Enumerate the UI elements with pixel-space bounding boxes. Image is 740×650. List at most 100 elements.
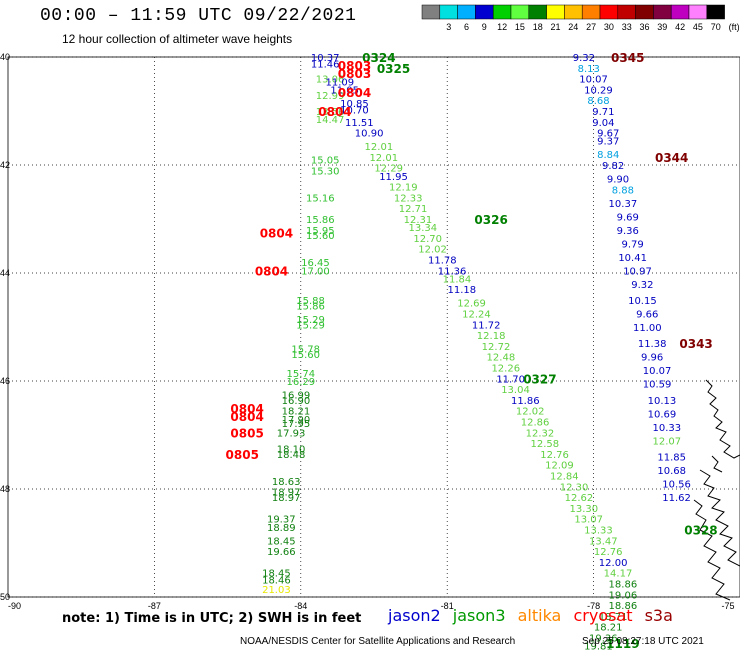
legend-tick-label: 70 — [711, 22, 721, 32]
legend-tick-label: 42 — [675, 22, 685, 32]
wave-height-value: 9.67 — [597, 129, 619, 140]
wave-height-value: 18.45 — [267, 536, 296, 547]
satellite-legend: jason2 jason3 altika cryosat s3a — [388, 606, 680, 625]
wave-height-value: 9.32 — [631, 280, 653, 291]
wave-height-value: 13.07 — [574, 515, 603, 526]
wave-height-value: 12.99 — [316, 91, 345, 102]
pass-time-label: 0326 — [474, 213, 507, 227]
legend-tick-label: 33 — [622, 22, 632, 32]
wave-height-value: 12.31 — [404, 215, 433, 226]
wave-height-value: 10.07 — [579, 75, 608, 86]
wave-height-value: 9.90 — [607, 175, 629, 186]
wave-height-value: 12.26 — [491, 364, 520, 375]
wave-height-value: 18.10 — [277, 445, 306, 456]
wave-height-value: 18.45 — [262, 569, 291, 580]
wave-height-value: 11.46 — [311, 59, 340, 70]
wave-height-value: 12.76 — [540, 450, 569, 461]
wave-height-value: 9.36 — [617, 226, 639, 237]
wave-height-value: 9.66 — [636, 310, 658, 321]
legend-swatch — [457, 4, 476, 20]
legend-swatch — [546, 4, 565, 20]
wave-height-value: 15.29 — [296, 320, 325, 331]
legend-swatch — [492, 4, 512, 20]
wave-height-value: 15.86 — [306, 215, 335, 226]
wave-height-value: 11.95 — [379, 172, 408, 183]
legend-swatch — [510, 4, 530, 20]
wave-height-value: 18.97 — [272, 488, 301, 499]
wave-height-value: 9.69 — [617, 212, 639, 223]
wave-height-value: 19.81 — [584, 642, 613, 650]
wave-height-value: 10.37 — [311, 53, 340, 64]
sat-jason3: jason3 — [452, 606, 506, 625]
wave-height-value: 12.76 — [594, 547, 623, 558]
wave-height-value: 12.01 — [365, 142, 394, 153]
legend-tick-label: 9 — [482, 22, 487, 32]
wave-height-value: 10.85 — [340, 99, 369, 110]
wave-height-value: 15.60 — [306, 231, 335, 242]
pass-time-label: 0328 — [684, 524, 717, 538]
legend-swatch — [617, 4, 636, 20]
legend-swatch — [528, 4, 547, 20]
lat-label: 42 — [0, 160, 10, 170]
lon-label: -90 — [8, 601, 21, 611]
legend-tick-label: 6 — [464, 22, 469, 32]
pass-time-label: 0804 — [230, 402, 263, 416]
wave-height-value: 12.01 — [369, 153, 398, 164]
pass-time-label: 0345 — [611, 51, 644, 65]
wave-height-value: 17.93 — [277, 428, 306, 439]
wave-height-value: 11.18 — [448, 285, 477, 296]
wave-height-value: 10.33 — [652, 423, 681, 434]
wave-height-value: 17.95 — [282, 419, 311, 430]
pass-time-label: 0804 — [230, 410, 263, 424]
legend-tick-label: 18 — [533, 22, 543, 32]
wave-height-value: 15.30 — [311, 166, 340, 177]
pass-time-label: 0327 — [523, 372, 556, 386]
wave-height-value: 13.47 — [589, 536, 618, 547]
wave-height-value: 16.99 — [282, 391, 311, 402]
pass-time-label: 0325 — [377, 62, 410, 76]
wave-height-value: 12.70 — [413, 234, 442, 245]
legend-swatch — [581, 4, 601, 20]
lat-label: 46 — [0, 376, 10, 386]
legend-tick-label: 39 — [657, 22, 667, 32]
wave-height-value: 13.30 — [570, 504, 599, 515]
wave-height-value: 8.84 — [597, 150, 619, 161]
wave-height-value: 12.48 — [487, 353, 516, 364]
legend-tick-label: 45 — [693, 22, 703, 32]
wave-height-value: 12.32 — [526, 428, 555, 439]
wave-height-value: 10.59 — [643, 380, 672, 391]
pass-time-label: 0805 — [226, 448, 259, 462]
legend-swatch — [635, 4, 654, 20]
wave-height-value: 17.90 — [282, 415, 311, 426]
wave-height-value: 12.69 — [457, 299, 486, 310]
pass-time-label: 0343 — [679, 337, 712, 351]
wave-height-value: 11.38 — [638, 339, 667, 350]
wave-height-value: 15.74 — [286, 369, 315, 380]
wave-height-value: 13.33 — [584, 526, 613, 537]
lon-label: -84 — [294, 601, 307, 611]
wave-height-value: 13.06 — [316, 75, 345, 86]
legend-swatch — [564, 4, 583, 20]
wave-height-value: 18.86 — [609, 580, 638, 591]
sat-s3a: s3a — [644, 606, 673, 625]
map-frame — [7, 56, 740, 598]
wave-height-value: 10.41 — [618, 253, 647, 264]
wave-height-value: 16.45 — [301, 258, 330, 269]
wave-height-value: 14.47 — [316, 115, 345, 126]
wave-height-value: 8.68 — [587, 96, 609, 107]
wave-height-value: 11.05 — [330, 85, 359, 96]
wave-height-value: 9.82 — [602, 161, 624, 172]
wave-height-value: 18.21 — [594, 623, 623, 634]
page-title: 00:00 – 11:59 UTC 09/22/2021 — [40, 6, 357, 26]
wave-height-value: 12.00 — [599, 558, 628, 569]
lat-label: 48 — [0, 484, 10, 494]
wave-height-value: 14.17 — [604, 569, 633, 580]
wave-height-value: 10.70 — [340, 105, 369, 116]
wave-height-value: 18.89 — [267, 523, 296, 534]
wave-height-value: 21.03 — [262, 585, 291, 596]
wave-height-value: 15.95 — [306, 226, 335, 237]
pass-time-label: 0805 — [230, 426, 263, 440]
wave-height-value: 12.29 — [374, 164, 403, 175]
